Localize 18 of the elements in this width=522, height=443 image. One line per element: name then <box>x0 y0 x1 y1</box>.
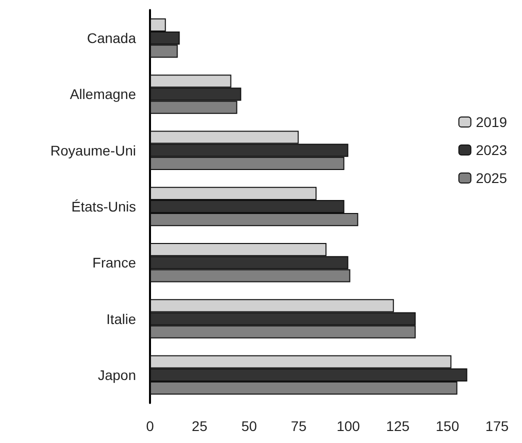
y-tick-label: Canada <box>86 30 136 46</box>
y-tick-label: États-Unis <box>71 198 136 214</box>
y-tick-label: Royaume-Uni <box>50 142 136 158</box>
x-tick-label: 175 <box>485 418 509 434</box>
legend-label: 2023 <box>476 142 508 158</box>
y-tick-label: France <box>92 254 136 271</box>
x-tick-label: 0 <box>146 418 154 434</box>
legend-label: 2025 <box>476 170 508 186</box>
x-tick-label: 150 <box>436 418 460 434</box>
x-tick-label: 125 <box>386 418 410 434</box>
y-tick-label: Japon <box>98 366 136 383</box>
x-tick-label: 100 <box>336 418 360 434</box>
legend-label: 2019 <box>476 114 508 130</box>
y-tick-label: Italie <box>106 310 136 327</box>
x-tick-label: 50 <box>241 418 258 434</box>
x-tick-label: 25 <box>192 418 208 434</box>
y-tick-label: Allemagne <box>70 86 136 102</box>
x-tick-label: 75 <box>290 418 307 434</box>
